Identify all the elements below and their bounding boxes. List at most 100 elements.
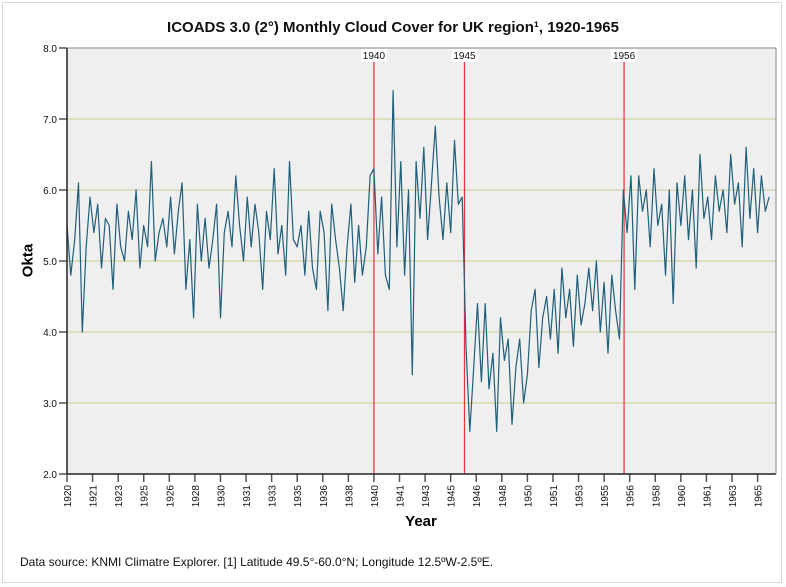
data-point <box>592 310 594 312</box>
y-tick-label: 3.0 <box>43 399 57 410</box>
data-point <box>266 210 267 212</box>
data-point <box>661 203 663 205</box>
data-point <box>477 303 478 304</box>
x-tick-label: 1926 <box>165 485 176 508</box>
data-point <box>415 161 417 163</box>
data-point <box>526 374 528 375</box>
event-label-box <box>611 49 638 62</box>
data-point <box>511 423 513 425</box>
data-point <box>550 338 551 340</box>
data-point <box>120 246 122 248</box>
data-point <box>738 182 739 184</box>
data-point <box>457 203 459 205</box>
data-point <box>269 239 271 241</box>
data-point <box>227 210 229 212</box>
x-tick-label: 1923 <box>114 485 125 508</box>
data-point <box>101 267 102 269</box>
data-point <box>676 182 678 184</box>
data-point <box>668 189 670 191</box>
data-point <box>174 253 175 255</box>
data-point <box>442 239 444 241</box>
data-point <box>358 225 359 226</box>
data-point <box>672 303 674 304</box>
data-point <box>304 274 306 276</box>
data-point <box>124 260 125 262</box>
event-label: 1940 <box>363 51 386 62</box>
data-point <box>546 296 547 297</box>
y-tick-label: 8.0 <box>43 44 57 55</box>
x-tick-label: 1936 <box>319 485 330 508</box>
data-point <box>722 189 724 191</box>
data-point <box>216 203 218 205</box>
data-point <box>81 331 83 333</box>
data-point <box>519 338 521 340</box>
data-point <box>185 289 187 290</box>
x-tick-label: 1940 <box>370 485 381 508</box>
data-point <box>246 196 248 198</box>
data-point <box>523 402 524 404</box>
x-tick-label: 1941 <box>396 485 407 508</box>
data-point <box>97 203 99 205</box>
data-point <box>396 246 398 248</box>
data-point <box>385 274 386 276</box>
data-point <box>553 289 555 290</box>
data-point <box>181 182 183 184</box>
data-point <box>342 310 344 312</box>
data-point <box>691 189 693 191</box>
data-point <box>538 367 540 368</box>
data-point <box>369 175 371 177</box>
data-point <box>285 274 287 276</box>
event-label-box <box>360 49 387 62</box>
data-point <box>500 317 501 319</box>
data-point <box>85 246 87 248</box>
data-point <box>653 168 655 170</box>
data-point <box>135 189 137 191</box>
data-point <box>695 267 697 269</box>
data-point <box>688 239 689 241</box>
x-tick-label: 1958 <box>651 485 662 508</box>
data-point <box>411 374 413 375</box>
data-point <box>319 210 321 212</box>
data-point <box>235 175 237 177</box>
x-tick-label: 1943 <box>421 485 432 508</box>
data-point <box>446 182 448 184</box>
x-tick-label: 1920 <box>63 485 74 508</box>
cloud-cover-series <box>66 89 770 432</box>
data-point <box>757 232 758 234</box>
data-point <box>354 281 356 283</box>
x-axis-label: Year <box>405 513 437 530</box>
data-point <box>162 218 164 219</box>
data-point <box>408 189 409 191</box>
data-point <box>392 90 394 91</box>
data-point <box>373 168 375 170</box>
data-point <box>496 431 498 432</box>
data-point <box>388 289 390 290</box>
data-point <box>289 161 290 163</box>
data-point <box>734 203 735 205</box>
data-point <box>431 182 432 184</box>
data-point <box>454 139 455 141</box>
data-point <box>596 260 597 262</box>
data-point <box>619 338 620 340</box>
data-point <box>404 274 406 276</box>
data-point <box>492 352 494 354</box>
data-point <box>346 246 348 248</box>
event-label: 1945 <box>453 51 476 62</box>
data-point <box>473 367 475 368</box>
data-point <box>768 196 770 198</box>
data-point <box>427 239 429 241</box>
data-point <box>699 154 701 155</box>
data-point <box>584 303 586 304</box>
x-tick-label: 1933 <box>268 485 279 508</box>
data-point <box>292 239 294 241</box>
data-point <box>296 246 298 248</box>
y-tick-label: 6.0 <box>43 186 57 197</box>
data-point <box>615 310 617 312</box>
data-point <box>503 360 505 361</box>
data-point <box>243 260 244 262</box>
data-point <box>515 367 517 368</box>
data-point <box>400 161 402 163</box>
data-point <box>70 274 72 276</box>
data-point <box>308 210 310 212</box>
data-point <box>753 168 755 170</box>
